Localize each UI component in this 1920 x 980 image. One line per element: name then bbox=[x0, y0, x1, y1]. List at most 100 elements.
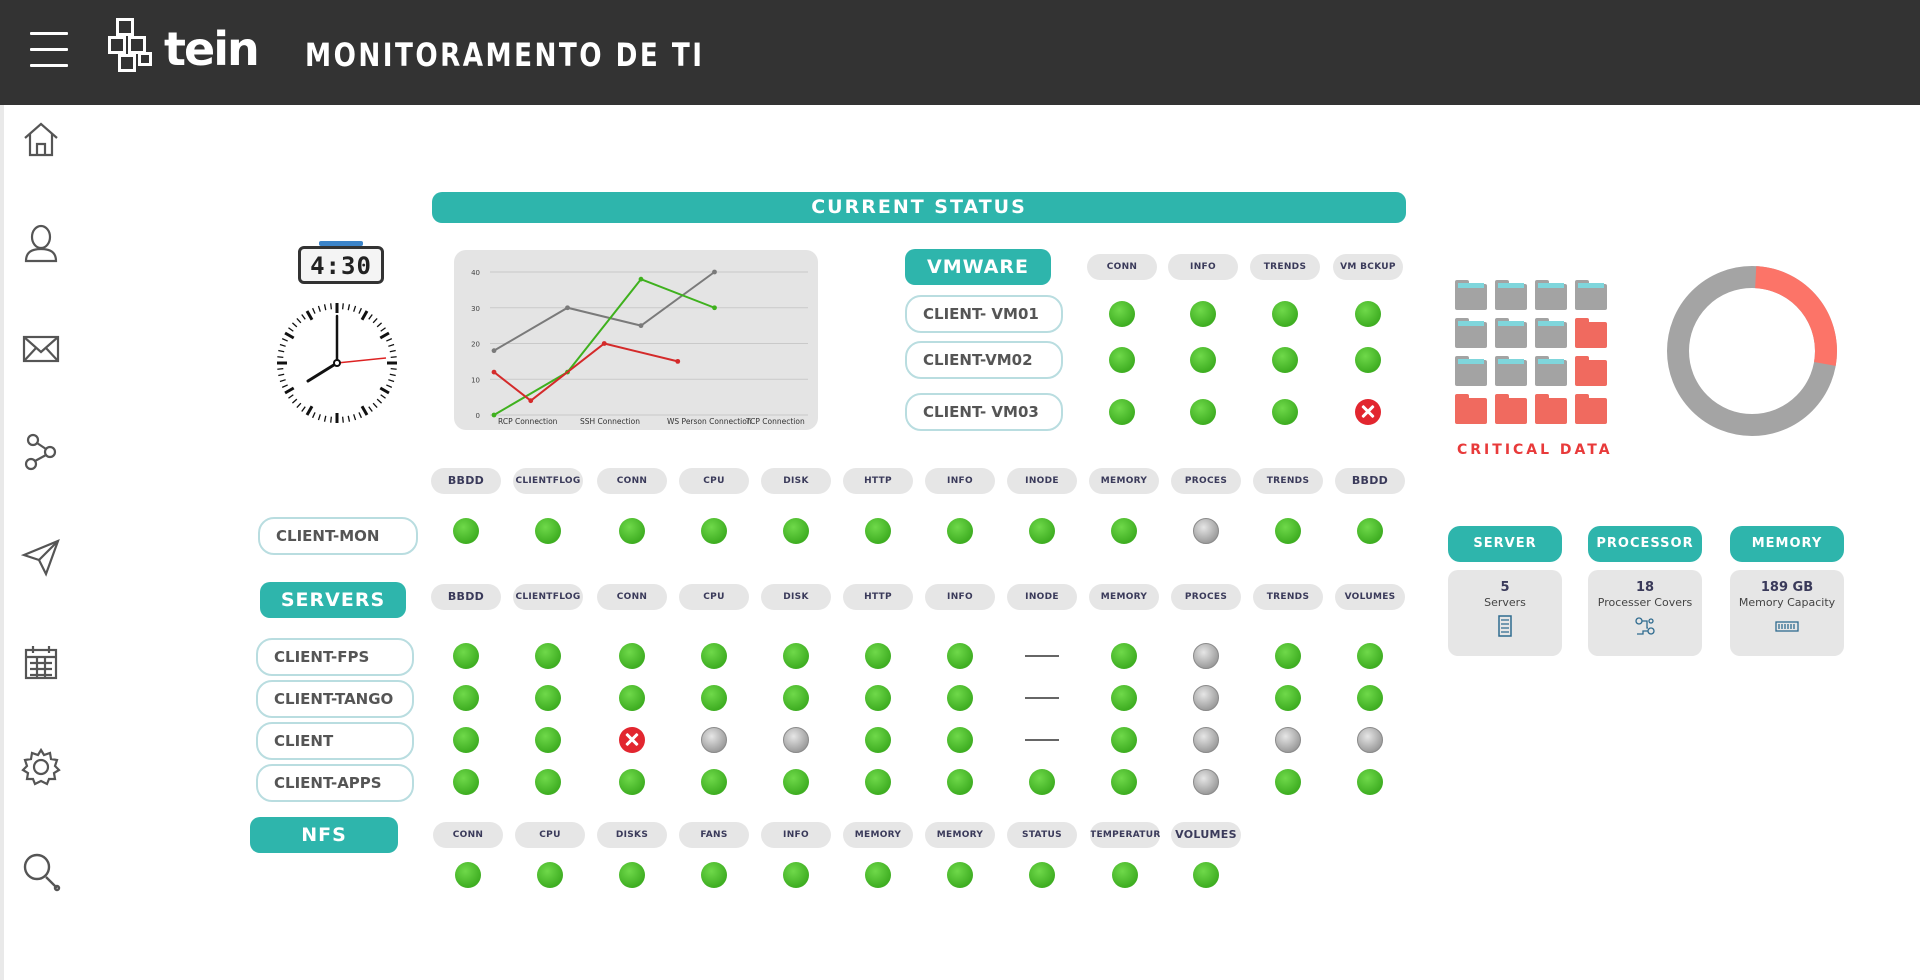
server-status-dot[interactable] bbox=[947, 769, 973, 795]
vm-status-dot[interactable] bbox=[1355, 301, 1381, 327]
mon-status-dot[interactable] bbox=[1029, 518, 1055, 544]
server-status-dot[interactable] bbox=[535, 727, 561, 753]
server-status-dot[interactable] bbox=[783, 769, 809, 795]
server-status-dot[interactable] bbox=[1357, 727, 1383, 753]
server-status-dot[interactable] bbox=[1029, 769, 1055, 795]
vm-status-dot[interactable] bbox=[1109, 347, 1135, 373]
nfs-status-dot[interactable] bbox=[1193, 862, 1219, 888]
folder-icon[interactable] bbox=[1575, 318, 1607, 348]
server-status-dot[interactable] bbox=[453, 643, 479, 669]
server-status-dot[interactable] bbox=[701, 769, 727, 795]
vm-status-dot[interactable] bbox=[1190, 301, 1216, 327]
server-status-dot[interactable] bbox=[947, 643, 973, 669]
mon-status-dot[interactable] bbox=[947, 518, 973, 544]
processor-card-title[interactable]: PROCESSOR bbox=[1588, 526, 1702, 562]
server-status-dot[interactable] bbox=[1111, 643, 1137, 669]
server-status-dot[interactable] bbox=[865, 643, 891, 669]
server-status-dot[interactable] bbox=[535, 685, 561, 711]
server-status-dot[interactable] bbox=[865, 727, 891, 753]
server-card-title[interactable]: SERVER bbox=[1448, 526, 1562, 562]
mon-status-dot[interactable] bbox=[619, 518, 645, 544]
search-icon[interactable] bbox=[20, 850, 62, 892]
server-status-dot[interactable] bbox=[1275, 769, 1301, 795]
server-status-dot[interactable] bbox=[1275, 643, 1301, 669]
folder-icon[interactable] bbox=[1455, 318, 1487, 348]
server-status-dot[interactable] bbox=[619, 727, 645, 753]
vm-row-label[interactable]: CLIENT-VM02 bbox=[905, 341, 1063, 379]
server-status-dot[interactable] bbox=[1193, 727, 1219, 753]
mon-row-label[interactable]: CLIENT-MON bbox=[258, 517, 418, 555]
nfs-status-dot[interactable] bbox=[701, 862, 727, 888]
vm-status-dot[interactable] bbox=[1355, 399, 1381, 425]
mon-status-dot[interactable] bbox=[1193, 518, 1219, 544]
user-icon[interactable] bbox=[20, 222, 62, 264]
server-row-label[interactable]: CLIENT-FPS bbox=[256, 638, 414, 676]
nfs-status-dot[interactable] bbox=[619, 862, 645, 888]
folder-icon[interactable] bbox=[1575, 280, 1607, 310]
vm-status-dot[interactable] bbox=[1355, 347, 1381, 373]
gear-icon[interactable] bbox=[20, 746, 62, 788]
vm-status-dot[interactable] bbox=[1272, 301, 1298, 327]
folder-icon[interactable] bbox=[1495, 394, 1527, 424]
server-status-dot[interactable] bbox=[453, 727, 479, 753]
folder-icon[interactable] bbox=[1535, 318, 1567, 348]
server-status-dot[interactable] bbox=[453, 769, 479, 795]
server-status-dot[interactable] bbox=[535, 643, 561, 669]
folder-icon[interactable] bbox=[1455, 280, 1487, 310]
server-status-dot[interactable] bbox=[783, 727, 809, 753]
vm-status-dot[interactable] bbox=[1272, 347, 1298, 373]
server-status-dot[interactable] bbox=[1193, 685, 1219, 711]
mail-icon[interactable] bbox=[20, 328, 62, 370]
server-status-dot[interactable] bbox=[1193, 643, 1219, 669]
vm-status-dot[interactable] bbox=[1272, 399, 1298, 425]
folder-icon[interactable] bbox=[1575, 394, 1607, 424]
vm-status-dot[interactable] bbox=[1109, 301, 1135, 327]
server-status-dot[interactable] bbox=[947, 727, 973, 753]
server-status-dot[interactable] bbox=[1357, 685, 1383, 711]
mon-status-dot[interactable] bbox=[783, 518, 809, 544]
nfs-status-dot[interactable] bbox=[783, 862, 809, 888]
nfs-status-dot[interactable] bbox=[947, 862, 973, 888]
mon-status-dot[interactable] bbox=[865, 518, 891, 544]
send-icon[interactable] bbox=[20, 536, 62, 578]
server-status-dot[interactable] bbox=[783, 685, 809, 711]
folder-icon[interactable] bbox=[1455, 356, 1487, 386]
folder-icon[interactable] bbox=[1535, 280, 1567, 310]
share-icon[interactable] bbox=[20, 430, 62, 472]
server-status-dot[interactable] bbox=[865, 769, 891, 795]
folder-icon[interactable] bbox=[1495, 356, 1527, 386]
server-status-dot[interactable] bbox=[1275, 727, 1301, 753]
server-status-dot[interactable] bbox=[701, 643, 727, 669]
vm-row-label[interactable]: CLIENT- VM01 bbox=[905, 295, 1063, 333]
vm-status-dot[interactable] bbox=[1109, 399, 1135, 425]
nfs-status-dot[interactable] bbox=[865, 862, 891, 888]
server-status-dot[interactable] bbox=[1193, 769, 1219, 795]
folder-icon[interactable] bbox=[1495, 318, 1527, 348]
mon-status-dot[interactable] bbox=[701, 518, 727, 544]
vm-status-dot[interactable] bbox=[1190, 347, 1216, 373]
menu-icon[interactable] bbox=[30, 32, 70, 72]
nfs-status-dot[interactable] bbox=[1112, 862, 1138, 888]
server-status-dot[interactable] bbox=[619, 685, 645, 711]
nfs-status-dot[interactable] bbox=[537, 862, 563, 888]
server-status-dot[interactable] bbox=[1111, 769, 1137, 795]
memory-card-title[interactable]: MEMORY bbox=[1730, 526, 1844, 562]
vm-row-label[interactable]: CLIENT- VM03 bbox=[905, 393, 1063, 431]
server-status-dot[interactable] bbox=[1357, 769, 1383, 795]
server-status-dot[interactable] bbox=[535, 769, 561, 795]
server-status-dot[interactable] bbox=[1111, 727, 1137, 753]
mon-status-dot[interactable] bbox=[1275, 518, 1301, 544]
mon-status-dot[interactable] bbox=[1357, 518, 1383, 544]
folder-icon[interactable] bbox=[1455, 394, 1487, 424]
server-status-dot[interactable] bbox=[1111, 685, 1137, 711]
calendar-icon[interactable] bbox=[20, 642, 62, 684]
server-status-dot[interactable] bbox=[453, 685, 479, 711]
server-status-dot[interactable] bbox=[701, 685, 727, 711]
vm-status-dot[interactable] bbox=[1190, 399, 1216, 425]
folder-icon[interactable] bbox=[1495, 280, 1527, 310]
nfs-status-dot[interactable] bbox=[455, 862, 481, 888]
folder-icon[interactable] bbox=[1535, 394, 1567, 424]
home-icon[interactable] bbox=[20, 118, 62, 160]
server-status-dot[interactable] bbox=[619, 769, 645, 795]
nfs-status-dot[interactable] bbox=[1029, 862, 1055, 888]
